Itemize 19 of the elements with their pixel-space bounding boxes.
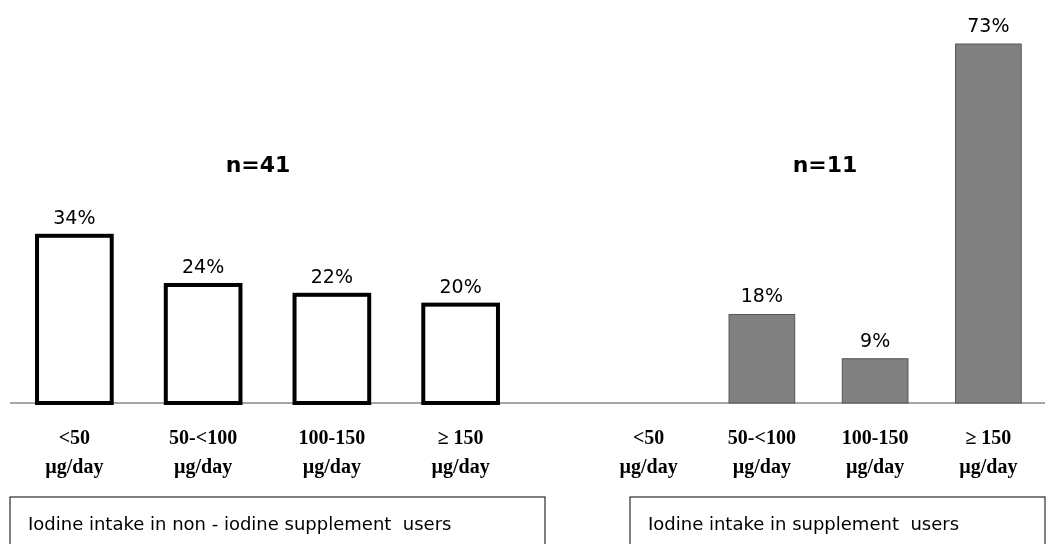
x-tick-label: 100-150 µg/day — [298, 426, 366, 478]
data-label: 9% — [860, 328, 891, 351]
chart-title: n=41 — [225, 152, 291, 177]
x-tick-label: 100-150 µg/day — [841, 426, 909, 478]
data-label: 20% — [439, 274, 482, 297]
x-tick-label: <50 µg/day — [619, 426, 678, 478]
x-axis-title: Iodine intake in supplement users — [648, 513, 960, 534]
x-tick-label: ≥ 150 µg/day — [959, 426, 1018, 478]
x-tick-label: 50-<100 µg/day — [727, 426, 796, 478]
data-label: 24% — [182, 254, 225, 277]
text: n=11 — [792, 152, 858, 177]
x-tick-label: ≥ 150 µg/day — [431, 426, 490, 478]
x-tick-label: 50-<100 µg/day — [169, 426, 238, 478]
data-label: 22% — [310, 264, 353, 287]
data-label: 73% — [967, 14, 1010, 36]
x-tick-label: <50 µg/day — [45, 426, 104, 478]
data-label: 34% — [53, 205, 96, 228]
data-label: 18% — [740, 284, 783, 307]
x-axis-title: Iodine intake in non - iodine supplement users — [28, 513, 452, 534]
